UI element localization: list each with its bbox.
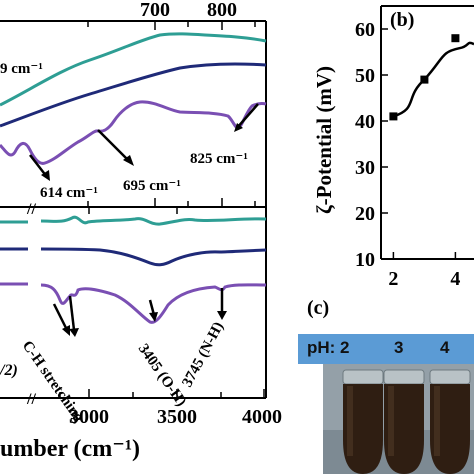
b-x-tick-label: 2 — [388, 268, 398, 290]
b-data-point — [389, 112, 398, 121]
lower-spectrum-navy — [0, 247, 267, 267]
arrowhead-3745 — [217, 311, 227, 320]
arrowhead-ch-1 — [62, 325, 70, 336]
b-y-tick-label: 30 — [355, 157, 375, 179]
arrow-695 — [97, 129, 131, 163]
arrow-825 — [236, 103, 259, 129]
vial-ph-3 — [383, 369, 425, 474]
b-fit-curve — [393, 41, 474, 118]
x-axis-title: umber (cm⁻¹) — [0, 436, 140, 462]
ph-label-4: 4 — [440, 338, 450, 357]
upper-spectrum-teal — [0, 32, 267, 107]
b-panel-label: (b) — [390, 9, 414, 31]
vial-ph-4 — [429, 369, 471, 474]
x-tick-label-700: 700 — [140, 0, 170, 21]
b-y-ticks: 10 20 30 40 50 60 — [355, 19, 388, 271]
arrow-ch-1 — [52, 303, 69, 331]
axis-break-bottom: // — [26, 391, 36, 408]
b-y-tick-label: 10 — [355, 249, 375, 271]
ph-label-3: 3 — [394, 338, 404, 357]
arrowhead-825 — [234, 123, 243, 132]
annotation-9-cm: 9 cm⁻¹ — [0, 61, 43, 77]
arrowhead-695 — [123, 155, 134, 166]
annotation-825-cm: 825 cm⁻¹ — [190, 151, 248, 167]
b-y-tick-label: 50 — [355, 65, 375, 87]
ph-label-bar — [298, 334, 474, 364]
x-tick-label-800: 800 — [207, 0, 237, 21]
b-y-axis-title: ζ-Potential (mV) — [312, 66, 336, 214]
lower-spectrum-teal — [0, 215, 267, 226]
lower-spectrum-purple — [0, 282, 267, 324]
b-data-point — [451, 34, 460, 43]
arrowhead-3405 — [149, 312, 158, 322]
b-data-point — [420, 75, 429, 84]
b-data-points — [389, 34, 460, 121]
annotation-3745-nh: 3745 (N-H) — [179, 319, 227, 389]
b-y-tick-label: 40 — [355, 111, 375, 133]
x-tick-label-3000: 3000 — [69, 406, 109, 428]
upper-spectrum-navy — [0, 62, 267, 128]
vial-ph-2 — [342, 369, 384, 474]
c-panel-label: (c) — [307, 297, 329, 319]
b-y-tick-label: 60 — [355, 19, 375, 41]
panel-a: 700 800 9 cm⁻¹ 614 cm⁻¹ 695 cm⁻¹ 825 cm⁻… — [0, 0, 282, 462]
annotation-695-cm: 695 cm⁻¹ — [123, 178, 181, 194]
annotation-3405-oh: 3405 (O-H) — [135, 341, 189, 409]
ph-label-2: pH: 2 — [307, 338, 350, 357]
lower-panel-ticks — [59, 207, 265, 398]
partial-legend-label: /2) — [0, 362, 18, 379]
arrowhead-ch-2 — [69, 328, 79, 337]
panel-c-photo — [323, 364, 474, 474]
annotation-614-cm: 614 cm⁻¹ — [40, 185, 98, 201]
b-x-tick-label: 4 — [450, 268, 460, 290]
arrow-3405 — [148, 299, 156, 316]
x-tick-label-4000: 4000 — [242, 406, 282, 428]
arrow-ch-2 — [68, 295, 76, 331]
b-y-tick-label: 20 — [355, 203, 375, 225]
x-tick-label-3500: 3500 — [157, 406, 197, 428]
axis-break-top: // — [26, 201, 36, 218]
arrowhead-614 — [41, 170, 50, 181]
